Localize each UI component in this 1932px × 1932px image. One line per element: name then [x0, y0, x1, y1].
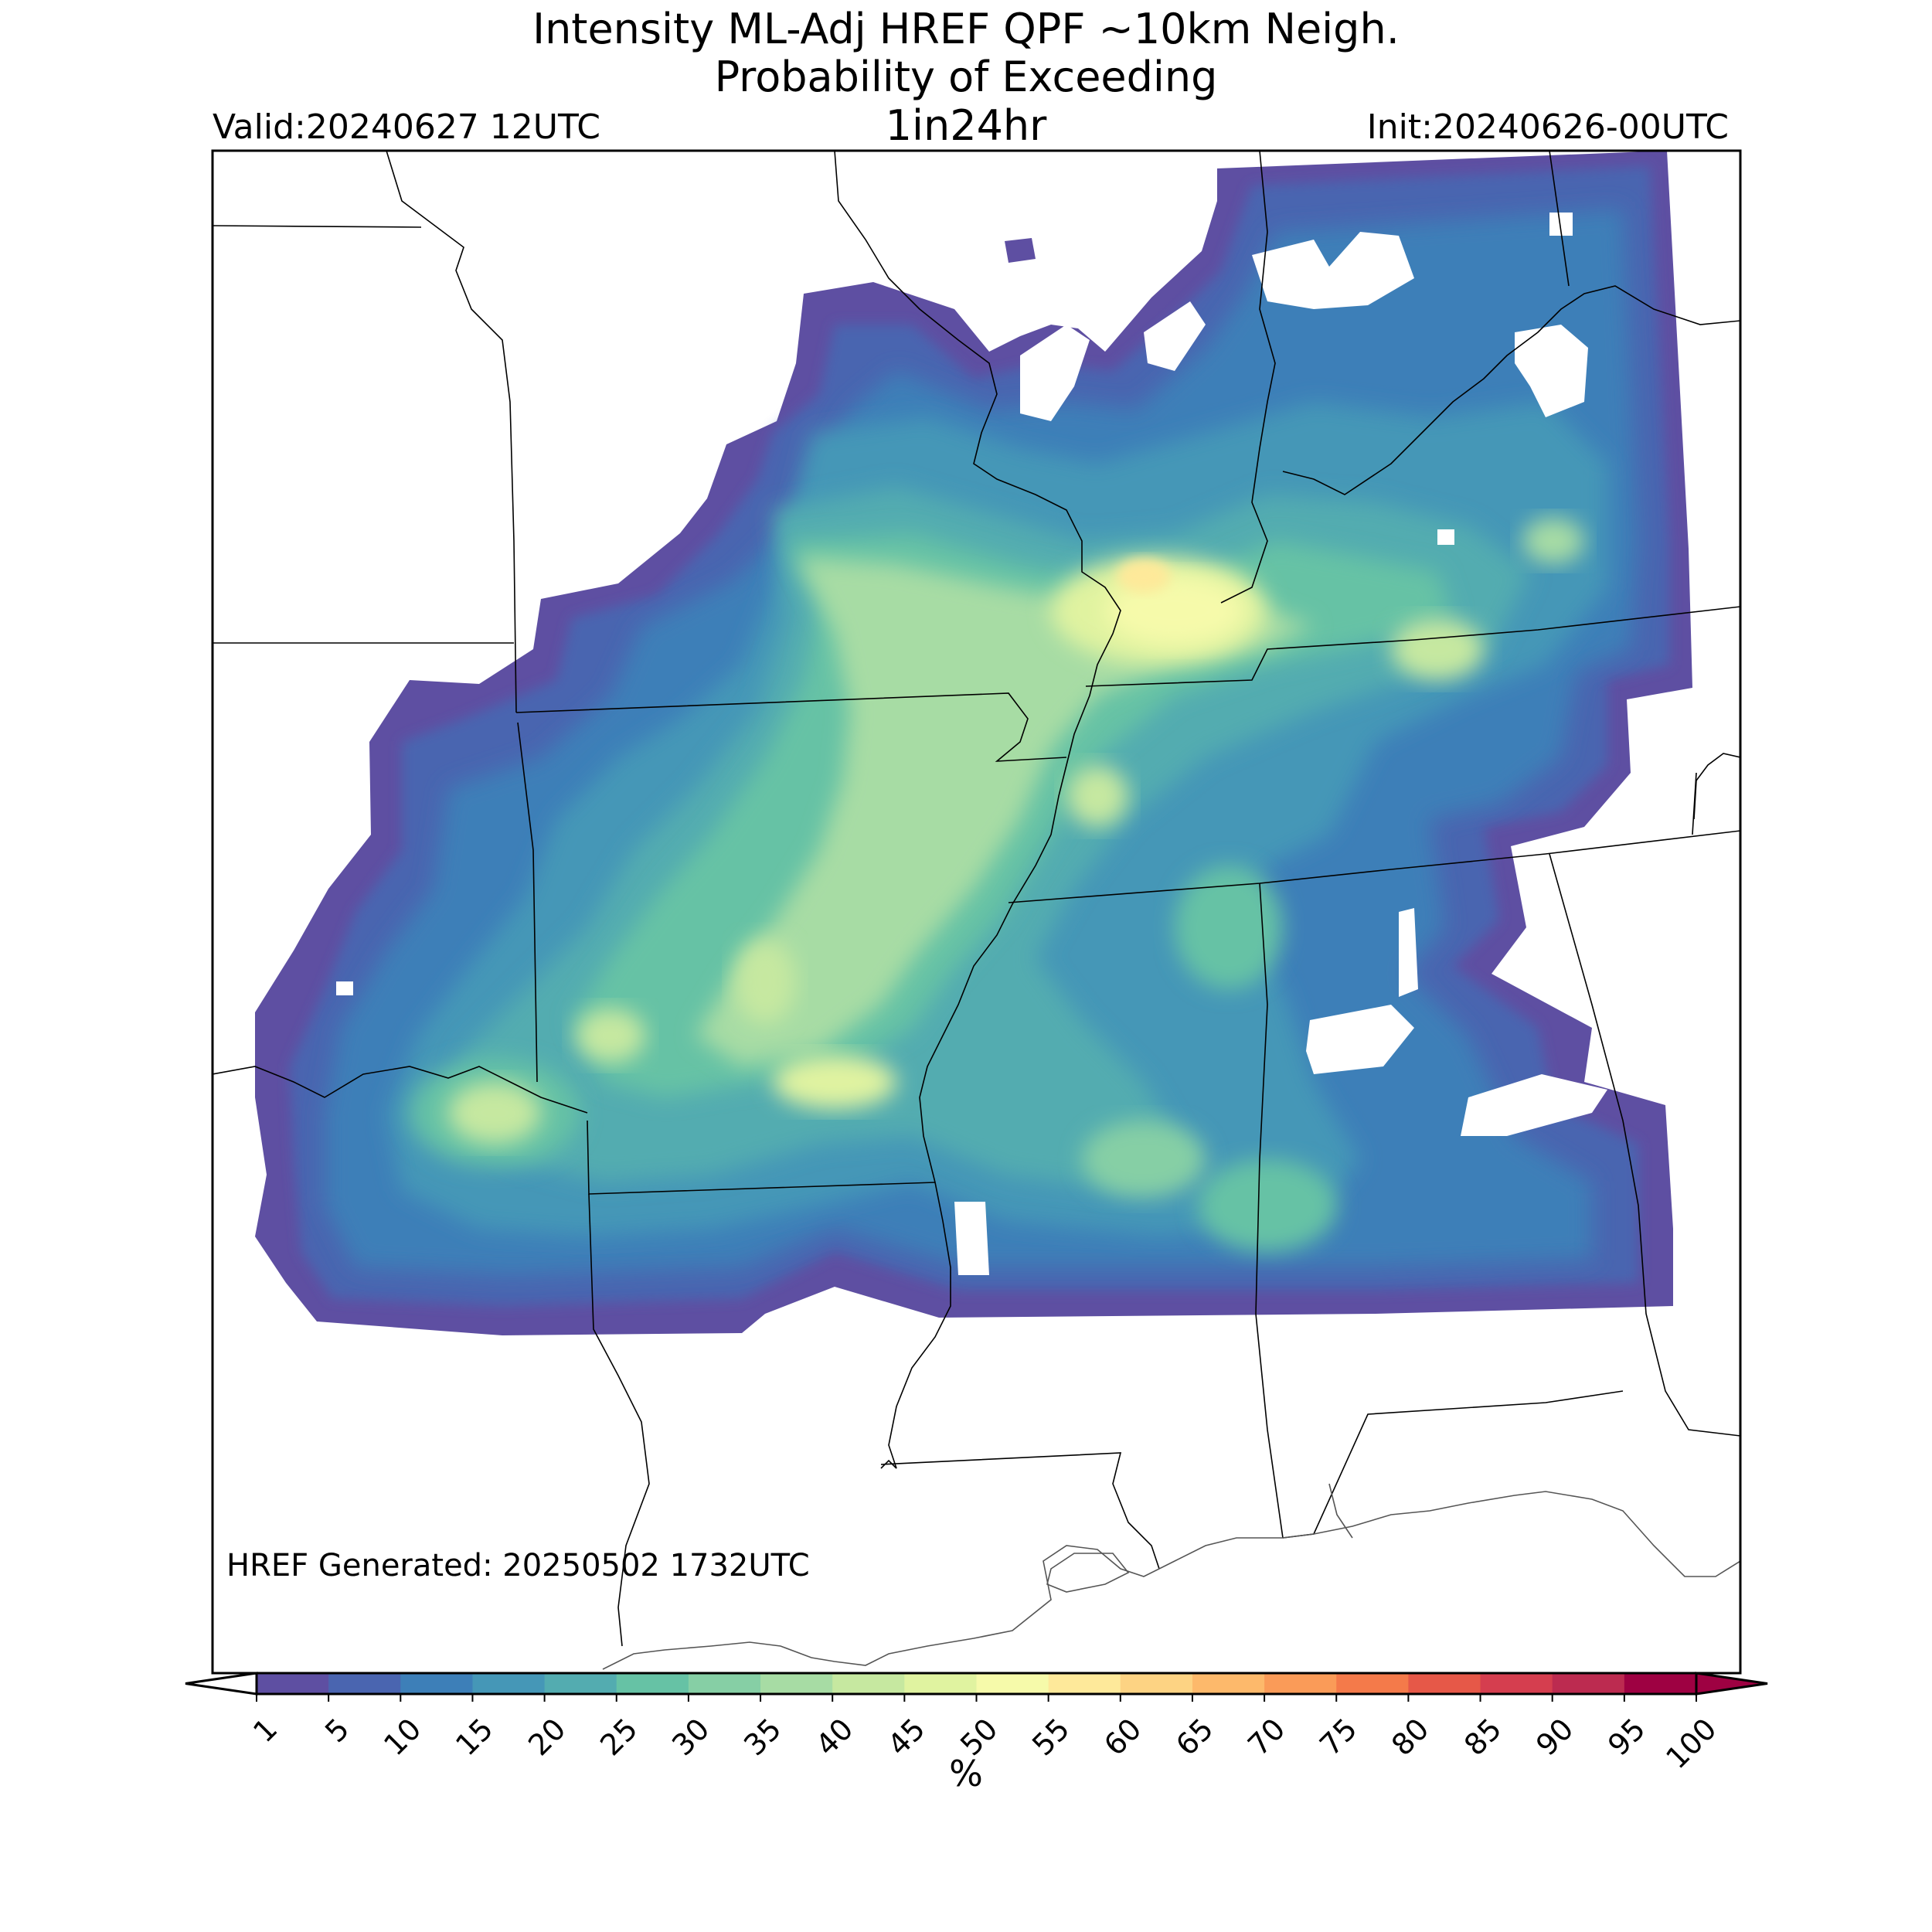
init-time-label: Init:20240626-00UTC: [1366, 107, 1729, 147]
coast-mobile-bay: [1328, 1483, 1353, 1539]
hole-ne-3: [1020, 325, 1090, 421]
colorbar-segment: [1264, 1673, 1337, 1694]
blob-sw-d: [576, 1009, 645, 1063]
hole-se-1: [1306, 1005, 1414, 1074]
core-55: [1117, 559, 1171, 593]
colorbar-segment: [1048, 1673, 1121, 1694]
colorbar-segment: [1336, 1673, 1409, 1694]
hole-e-1: [1399, 908, 1418, 997]
colorbar-segment: [760, 1673, 833, 1694]
probability-field: [255, 151, 1692, 1335]
colorbar-segment: [400, 1673, 474, 1694]
colorbar-segment: [544, 1673, 617, 1694]
blob-mid-c: [773, 1055, 896, 1109]
hole-ne-2: [1515, 325, 1588, 417]
blob-sw-b: [1198, 1159, 1337, 1252]
hole-ne-1: [1252, 232, 1414, 309]
boundary-mo-west: [386, 151, 517, 713]
blob-se-b: [1082, 1121, 1206, 1198]
boundary-ky-wv: [1549, 151, 1570, 287]
boundary-ky-oh: [1220, 151, 1276, 604]
blob-ne-a: [1391, 618, 1484, 680]
colorbar-segment: [1408, 1673, 1481, 1694]
boundary-ms-al: [1255, 883, 1284, 1539]
title-line-2: Probability of Exceeding: [714, 53, 1218, 101]
boundary-al-fl: [1282, 1390, 1624, 1539]
contour-1-nw-blob: [1005, 238, 1036, 263]
blob-se-a: [1175, 866, 1283, 989]
colorbar-segment: [328, 1673, 401, 1694]
boundary-red-river: [213, 1066, 588, 1114]
colorbar-segment: [1624, 1673, 1697, 1694]
boundary-nc-sc: [1693, 753, 1740, 820]
coastline: [602, 1483, 1740, 1670]
blob-sw-c: [448, 1082, 541, 1144]
state-boundaries: [213, 151, 1740, 1647]
boundary-la-tx: [588, 1193, 650, 1647]
generated-label: HREF Generated: 20250502 1732UTC: [226, 1548, 810, 1583]
hole-se-2: [1461, 1074, 1607, 1136]
boundary-tn-nc: [1692, 772, 1697, 835]
colorbar-segment: [832, 1673, 905, 1694]
title-line-3: 1in24hr: [885, 101, 1047, 150]
colorbar-unit-label: %: [949, 1753, 983, 1794]
colorbar-segment: [472, 1673, 546, 1694]
colorbar-segment: [1552, 1673, 1625, 1694]
colorbar-segment: [257, 1673, 329, 1694]
boundary-mo-ar: [515, 692, 1067, 762]
boundary-in-ky: [1282, 285, 1740, 495]
contour-35: [696, 556, 1314, 1066]
boundary-ms-la-south: [880, 1452, 1160, 1570]
blob-ne-b: [1522, 518, 1584, 564]
hole-ne-6: [1437, 529, 1454, 545]
hole-w-1: [336, 981, 353, 995]
core-50: [1105, 576, 1244, 645]
boundary-ks-ne: [213, 225, 422, 228]
colorbar-segment: [904, 1673, 978, 1694]
colorbar-segment: [616, 1673, 689, 1694]
hole-ne-4: [1144, 301, 1206, 371]
boundary-tn-ms-al: [1008, 830, 1740, 903]
blob-mid-a: [1066, 765, 1128, 827]
boundary-al-ga: [1549, 853, 1740, 1437]
coast-gulf: [602, 1491, 1740, 1670]
colorbar-extend-low: [185, 1672, 258, 1696]
hole-s-1: [954, 1202, 989, 1275]
boundary-mississippi-river: [834, 151, 1121, 1469]
blob-mid-b: [734, 939, 796, 1024]
coast-lake: [1046, 1553, 1130, 1593]
boundary-ok-tx: [517, 722, 538, 1083]
colorbar-segment: [688, 1673, 761, 1694]
colorbar-extend-high: [1695, 1672, 1768, 1696]
colorbar-segment: [1192, 1673, 1265, 1694]
colorbar-segment: [1120, 1673, 1193, 1694]
title-line-1: Intensity ML-Adj HREF QPF ~10km Neigh.: [532, 5, 1400, 53]
boundary-tn-ky: [1085, 606, 1740, 687]
colorbar-segment: [976, 1673, 1049, 1694]
colorbar-segment: [1480, 1673, 1553, 1694]
valid-time-label: Valid:20240627 12UTC: [213, 107, 601, 147]
colorbar: [185, 1672, 1768, 1702]
